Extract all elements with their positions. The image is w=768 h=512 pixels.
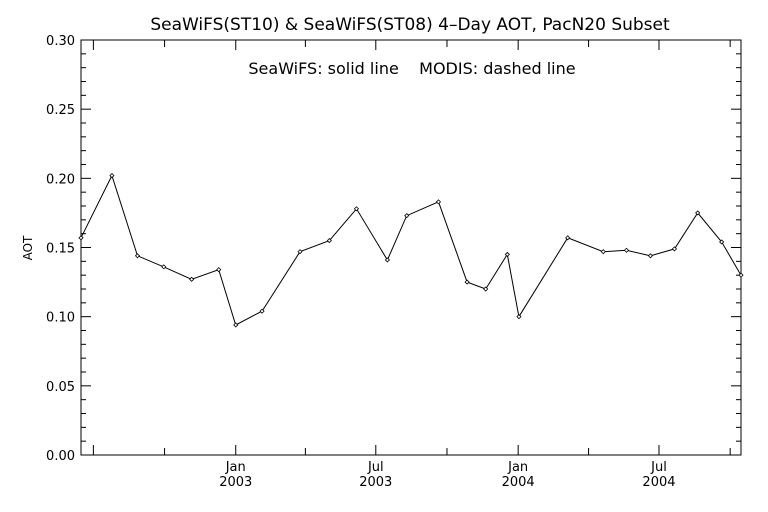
x-tick-label-month: Jul	[650, 460, 667, 475]
x-tick-label-year: 2004	[642, 475, 675, 490]
plot-frame	[80, 39, 742, 456]
y-tick-label: 0.05	[46, 380, 75, 395]
x-tick-label-month: Jul	[367, 460, 384, 475]
series-layer	[78, 173, 744, 328]
data-point	[738, 272, 744, 278]
y-tick-label: 0.00	[46, 449, 75, 464]
data-point	[516, 314, 522, 320]
x-tick-label-year: 2003	[219, 475, 252, 490]
x-tick-label-year: 2004	[502, 475, 535, 490]
data-point	[189, 276, 195, 282]
data-point	[233, 322, 239, 328]
line-style-annotation: SeaWiFS: solid line MODIS: dashed line	[248, 59, 575, 78]
data-point	[647, 253, 654, 259]
data-point	[464, 279, 470, 285]
chart-title: SeaWiFS(ST10) & SeaWiFS(ST08) 4–Day AOT,…	[150, 15, 670, 35]
data-point	[161, 264, 167, 270]
data-point	[623, 247, 630, 253]
data-point	[671, 246, 678, 252]
data-point	[719, 239, 725, 245]
data-point	[435, 199, 442, 205]
data-point	[695, 210, 701, 216]
data-point	[483, 286, 489, 292]
y-axis-label: AOT	[21, 235, 35, 260]
y-tick-label: 0.15	[46, 242, 75, 257]
x-tick-label-month: Jan	[225, 460, 246, 475]
series-line-0	[80, 174, 742, 326]
data-point	[216, 267, 222, 273]
data-point	[78, 235, 84, 241]
y-tick-label: 0.30	[46, 34, 75, 49]
data-point	[504, 251, 510, 257]
y-axis-ticks: 0.00 0.05 0.10 0.15 0.20 0.25 0.30	[46, 34, 741, 464]
data-point	[384, 257, 390, 263]
plot-axes	[80, 39, 742, 456]
x-tick-label-year: 2003	[359, 475, 392, 490]
data-point	[326, 238, 332, 244]
y-tick-label: 0.20	[46, 172, 75, 187]
data-point	[353, 206, 360, 212]
x-tick-label-month: Jan	[507, 460, 528, 475]
data-point	[297, 249, 303, 255]
y-tick-label: 0.25	[46, 103, 75, 118]
data-point	[134, 253, 141, 259]
data-point	[109, 173, 115, 179]
data-point	[565, 235, 571, 241]
data-point	[404, 213, 410, 219]
data-point	[259, 308, 265, 314]
data-point	[600, 249, 606, 255]
y-tick-label: 0.10	[46, 311, 75, 326]
